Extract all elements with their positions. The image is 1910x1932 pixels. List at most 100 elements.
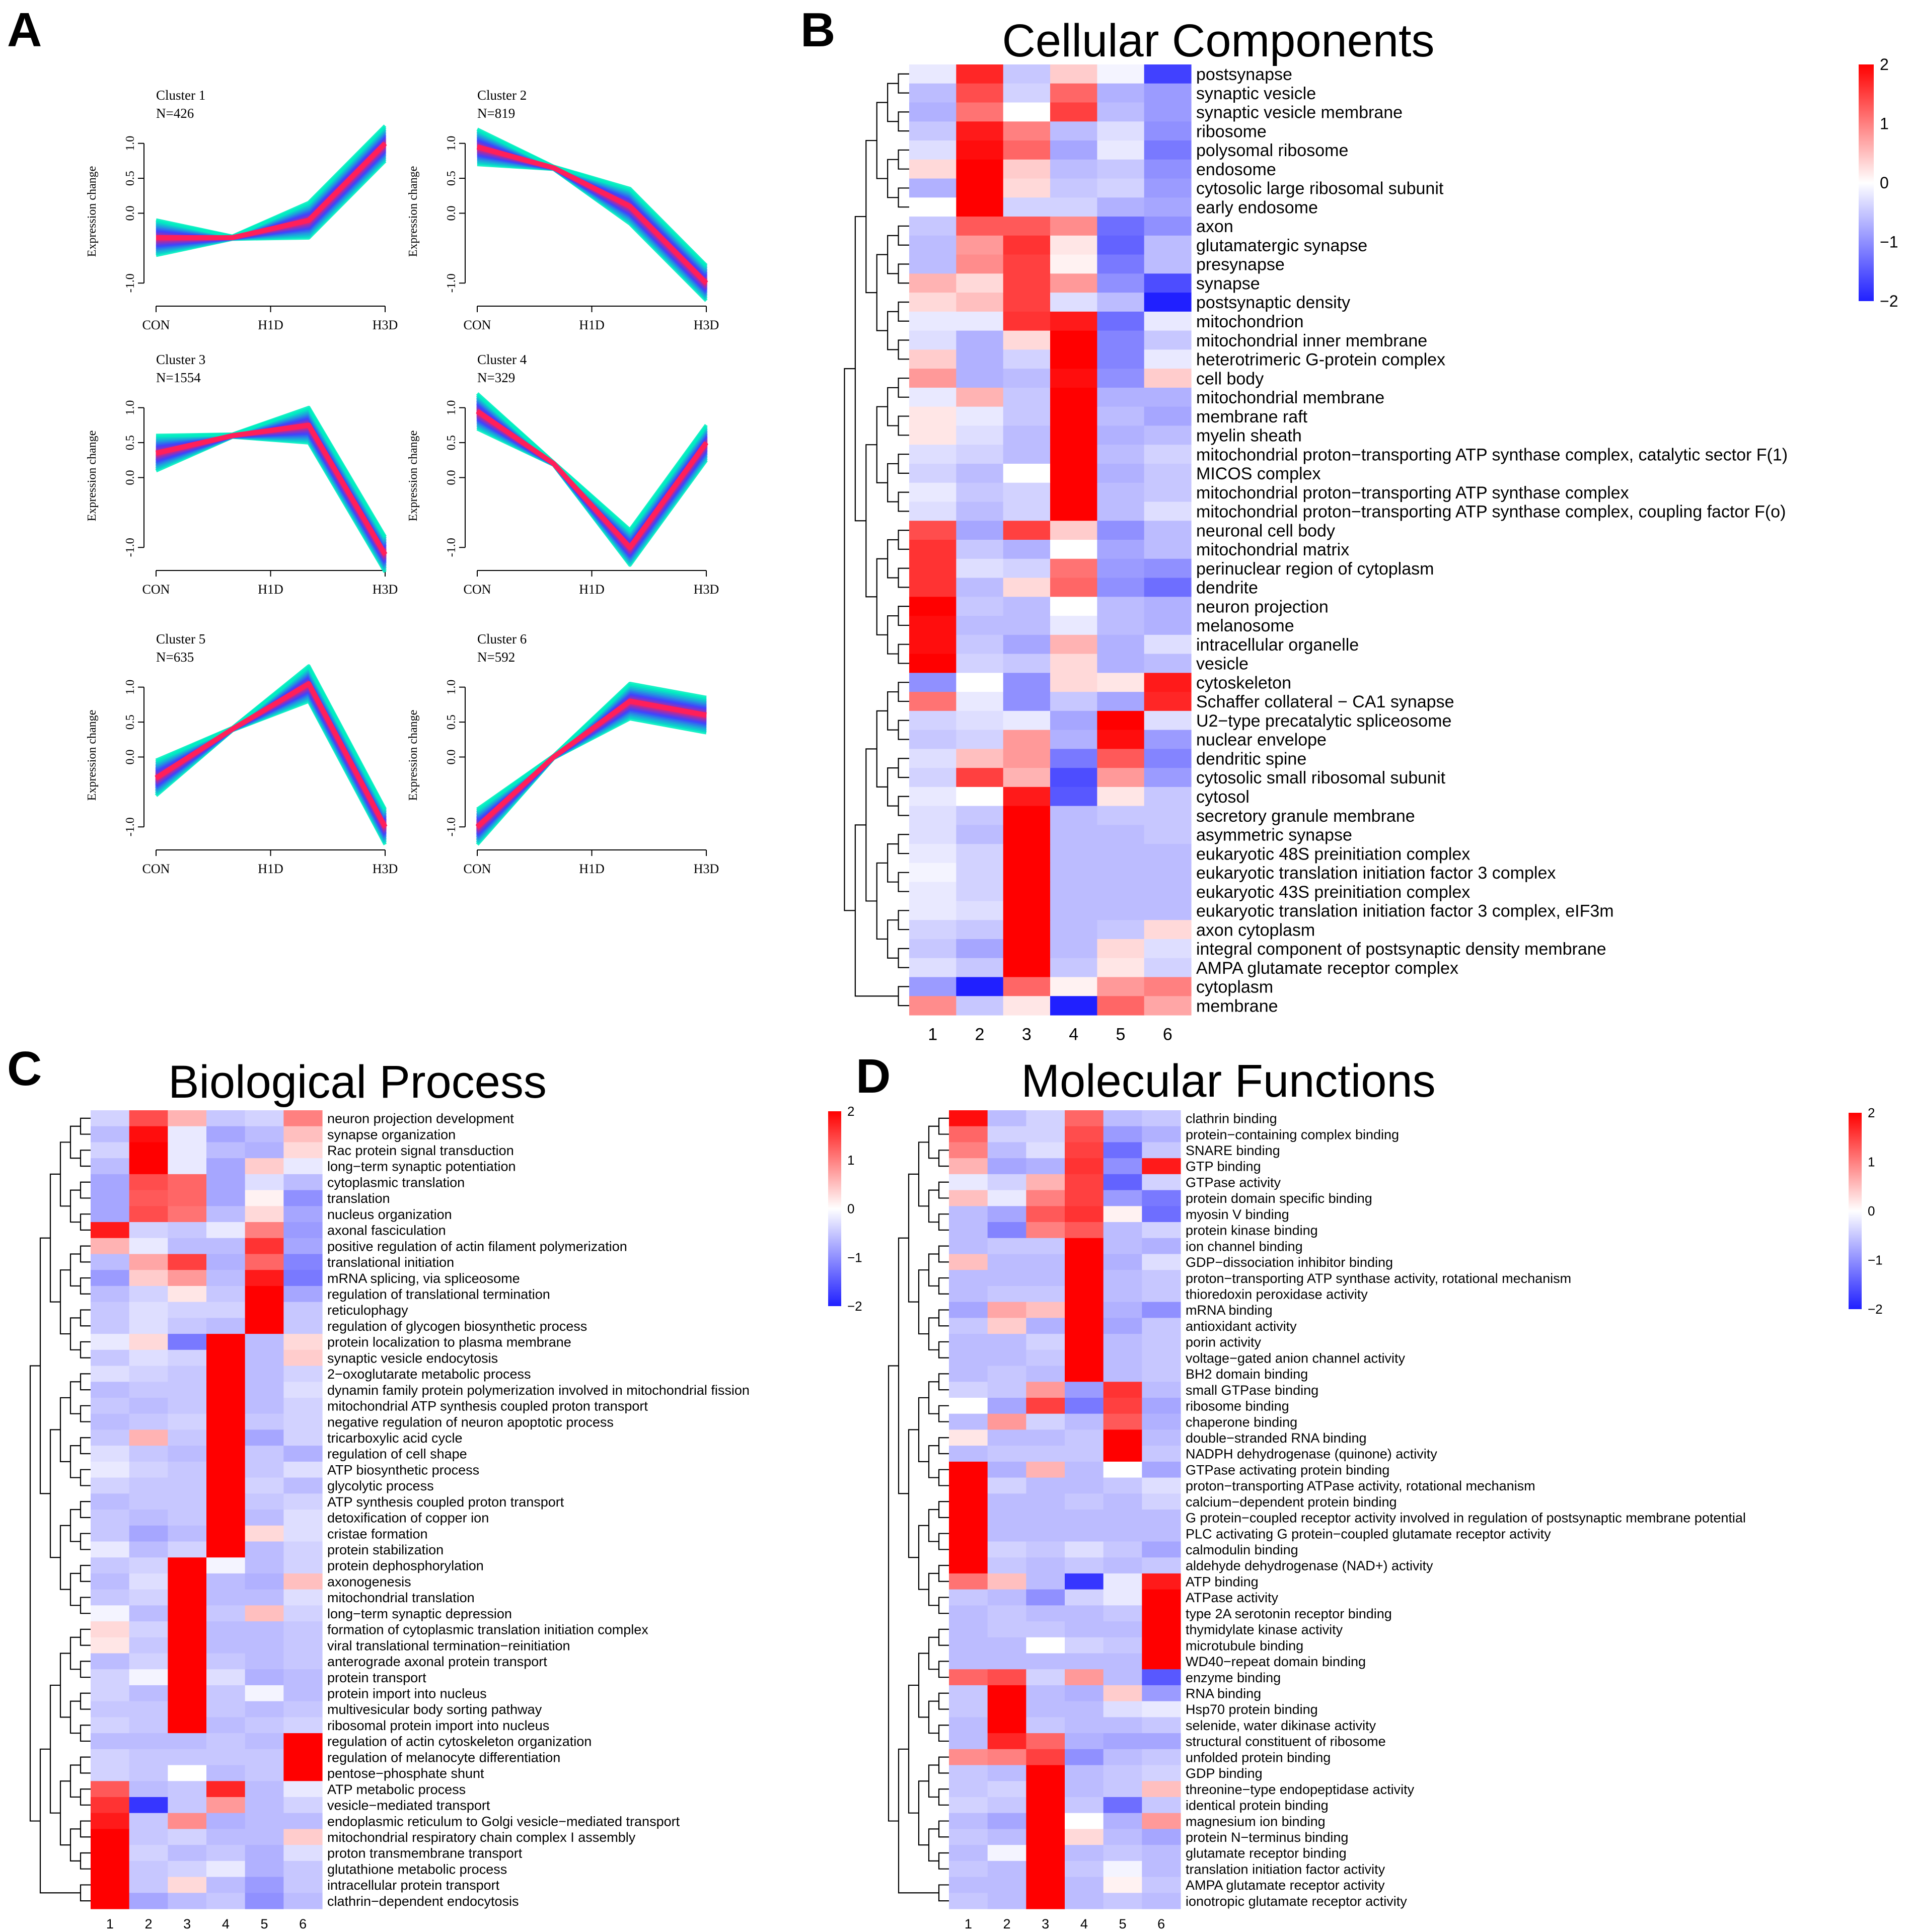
heatmap-cell: [1142, 1845, 1181, 1862]
column-label: 5: [260, 1916, 268, 1931]
legend-tick: −2: [1868, 1302, 1883, 1317]
heatmap-cell: [129, 1206, 168, 1223]
row-label: GTP binding: [1186, 1159, 1261, 1174]
row-label: neuron projection: [1196, 597, 1329, 616]
heatmap-cell: [283, 1669, 323, 1686]
heatmap-cell: [168, 1733, 207, 1750]
heatmap-cell: [1103, 1366, 1142, 1382]
heatmap-cell: [283, 1382, 323, 1398]
heatmap-cell: [1144, 254, 1192, 274]
heatmap-cell: [283, 1349, 323, 1367]
heatmap-cell: [168, 1861, 207, 1878]
heatmap-cell: [949, 1813, 988, 1829]
heatmap-cell: [1144, 882, 1192, 902]
heatmap-cell: [91, 1206, 130, 1223]
heatmap-cell: [1050, 597, 1097, 616]
heatmap-cell: [987, 1110, 1026, 1127]
heatmap-cell: [1142, 1126, 1181, 1143]
heatmap-cell: [91, 1493, 130, 1510]
heatmap-cell: [245, 1158, 284, 1175]
heatmap-cell: [1103, 1621, 1142, 1638]
heatmap-cell: [1103, 1349, 1142, 1367]
heatmap-cell: [129, 1733, 168, 1750]
row-label: antioxidant activity: [1186, 1319, 1297, 1334]
heatmap-cell: [909, 254, 957, 274]
cluster-profile-line: [155, 664, 387, 810]
heatmap-cell: [168, 1717, 207, 1734]
cluster-profile-line: [156, 124, 387, 238]
heatmap-cell: [283, 1477, 323, 1494]
heatmap-cell: [1050, 882, 1097, 902]
heatmap-cell: [1065, 1781, 1104, 1798]
heatmap-cell: [1142, 1510, 1181, 1526]
row-label: ATP metabolic process: [327, 1782, 466, 1797]
heatmap-cell: [1144, 521, 1192, 540]
heatmap-cell: [1142, 1174, 1181, 1191]
heatmap-cell: [1026, 1382, 1065, 1398]
heatmap-cell: [91, 1318, 130, 1334]
heatmap-cell: [909, 273, 957, 293]
heatmap-cell: [1144, 293, 1192, 312]
heatmap-cell: [987, 1222, 1026, 1239]
heatmap-cell: [1065, 1174, 1104, 1191]
dendrogram-branch: [854, 216, 866, 522]
heatmap-cell: [1026, 1302, 1065, 1318]
heatmap-cell: [1097, 482, 1145, 503]
row-label: unfolded protein binding: [1186, 1750, 1331, 1765]
heatmap-cell: [909, 349, 957, 369]
heatmap-cell: [987, 1429, 1026, 1446]
heatmap-cell: [956, 540, 1004, 559]
heatmap-cell: [91, 1446, 130, 1462]
heatmap-cell: [1065, 1765, 1104, 1781]
heatmap-cell: [987, 1510, 1026, 1526]
heatmap-cell: [1065, 1573, 1104, 1590]
heatmap-cell: [987, 1461, 1026, 1478]
heatmap-cell: [987, 1605, 1026, 1622]
heatmap-cell: [1142, 1382, 1181, 1398]
heatmap-cell: [1026, 1126, 1065, 1143]
heatmap-cell: [1003, 406, 1051, 426]
heatmap-cell: [91, 1653, 130, 1670]
heatmap-cell: [956, 558, 1004, 579]
heatmap-cell: [956, 254, 1004, 274]
heatmap-cell: [1144, 502, 1192, 521]
heatmap-cell: [1003, 102, 1051, 122]
heatmap-cell: [1103, 1429, 1142, 1446]
heatmap-cell: [1003, 311, 1051, 331]
column-label: 3: [183, 1916, 191, 1931]
heatmap-cell: [1065, 1270, 1104, 1286]
heatmap-cell: [1003, 540, 1051, 559]
heatmap-cell: [1097, 521, 1145, 540]
heatmap-cell: [206, 1270, 246, 1286]
heatmap-cell: [1003, 616, 1051, 635]
heatmap-cell: [1026, 1765, 1065, 1781]
legend-tick: 2: [1880, 55, 1889, 74]
heatmap-cell: [987, 1477, 1026, 1494]
heatmap-cell: [1144, 749, 1192, 768]
heatmap-cell: [168, 1749, 207, 1766]
heatmap-cell: [1003, 749, 1051, 768]
heatmap-cell: [949, 1254, 988, 1270]
heatmap-cell: [909, 159, 957, 179]
heatmap-cell: [949, 1366, 988, 1382]
heatmap-cell: [949, 1637, 988, 1654]
heatmap-cell: [1026, 1493, 1065, 1510]
heatmap-cell: [245, 1493, 284, 1510]
heatmap-cell: [91, 1813, 130, 1829]
heatmap-cell: [1144, 673, 1192, 692]
heatmap-cell: [987, 1142, 1026, 1159]
heatmap-cell: [1142, 1781, 1181, 1798]
heatmap-cell: [1026, 1893, 1065, 1909]
heatmap-cell: [1003, 844, 1051, 864]
heatmap-cell: [909, 178, 957, 198]
heatmap-cell: [1144, 235, 1192, 255]
heatmap-cell: [956, 863, 1004, 883]
heatmap-cell: [283, 1893, 323, 1909]
heatmap-cell: [949, 1477, 988, 1494]
heatmap-cell: [1142, 1238, 1181, 1255]
heatmap-cell: [1050, 996, 1097, 1016]
heatmap-cell: [1065, 1637, 1104, 1654]
heatmap-cell: [1097, 540, 1145, 559]
row-label: Schaffer collateral − CA1 synapse: [1196, 692, 1454, 711]
